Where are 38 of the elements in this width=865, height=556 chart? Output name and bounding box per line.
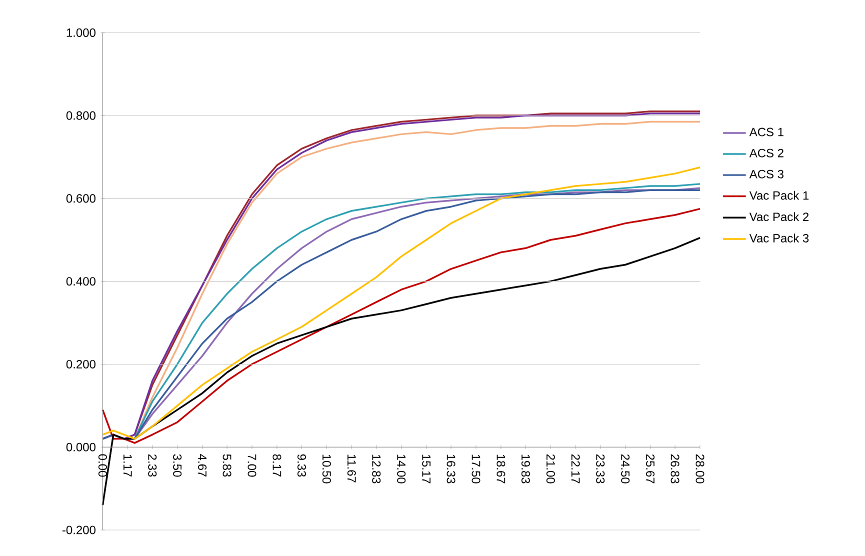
x-tick-label: 1.17 xyxy=(124,454,132,477)
y-tick-label: 1.000 xyxy=(66,28,96,37)
x-tick-label: 3.50 xyxy=(173,454,182,477)
x-tick-label: 21.00 xyxy=(546,454,555,484)
x-tick-label: 16.33 xyxy=(446,454,456,484)
y-tick-label: 0.000 xyxy=(66,442,96,452)
legend-label: Vac Pack 3 xyxy=(749,234,809,242)
x-tick-label: 25.67 xyxy=(646,454,655,484)
x-tick-label: 5.83 xyxy=(222,454,232,477)
x-tick-label: 15.17 xyxy=(422,454,430,484)
legend-label: Vac Pack 1 xyxy=(749,190,809,200)
x-tick-label: 10.50 xyxy=(322,454,331,484)
x-tick-label: 11.67 xyxy=(347,454,356,482)
x-tick-label: 2.33 xyxy=(148,454,157,477)
legend-label: Vac Pack 2 xyxy=(749,212,809,222)
x-tick-label: 22.17 xyxy=(571,454,580,484)
y-tick-label: 0.600 xyxy=(66,194,96,203)
x-tick-label: 17.50 xyxy=(472,454,480,484)
legend-label: ACS 3 xyxy=(749,170,784,178)
y-tick-label: -0.200 xyxy=(62,526,96,534)
x-tick-label: 26.83 xyxy=(670,454,680,484)
legend-label: ACS 1 xyxy=(749,128,784,136)
y-tick-label: 0.200 xyxy=(66,360,96,368)
x-tick-label: 4.67 xyxy=(198,454,207,477)
x-tick-label: 24.50 xyxy=(621,454,630,484)
legend-label: ACS 2 xyxy=(749,148,784,158)
x-tick-label: 8.17 xyxy=(272,454,282,477)
x-tick-label: 7.00 xyxy=(248,454,256,477)
x-tick-label: 23.33 xyxy=(596,454,605,484)
y-tick-label: 0.800 xyxy=(66,111,96,120)
x-tick-label: 28.00 xyxy=(696,454,704,484)
x-tick-label: 0.00 xyxy=(98,454,107,477)
x-tick-label: 14.00 xyxy=(397,454,406,484)
x-tick-label: 19.83 xyxy=(521,454,530,484)
y-tick-label: 0.400 xyxy=(66,277,96,286)
x-tick-label: 9.33 xyxy=(297,454,306,477)
x-tick-label: 12.83 xyxy=(372,454,381,484)
x-tick-label: 18.67 xyxy=(496,454,506,484)
